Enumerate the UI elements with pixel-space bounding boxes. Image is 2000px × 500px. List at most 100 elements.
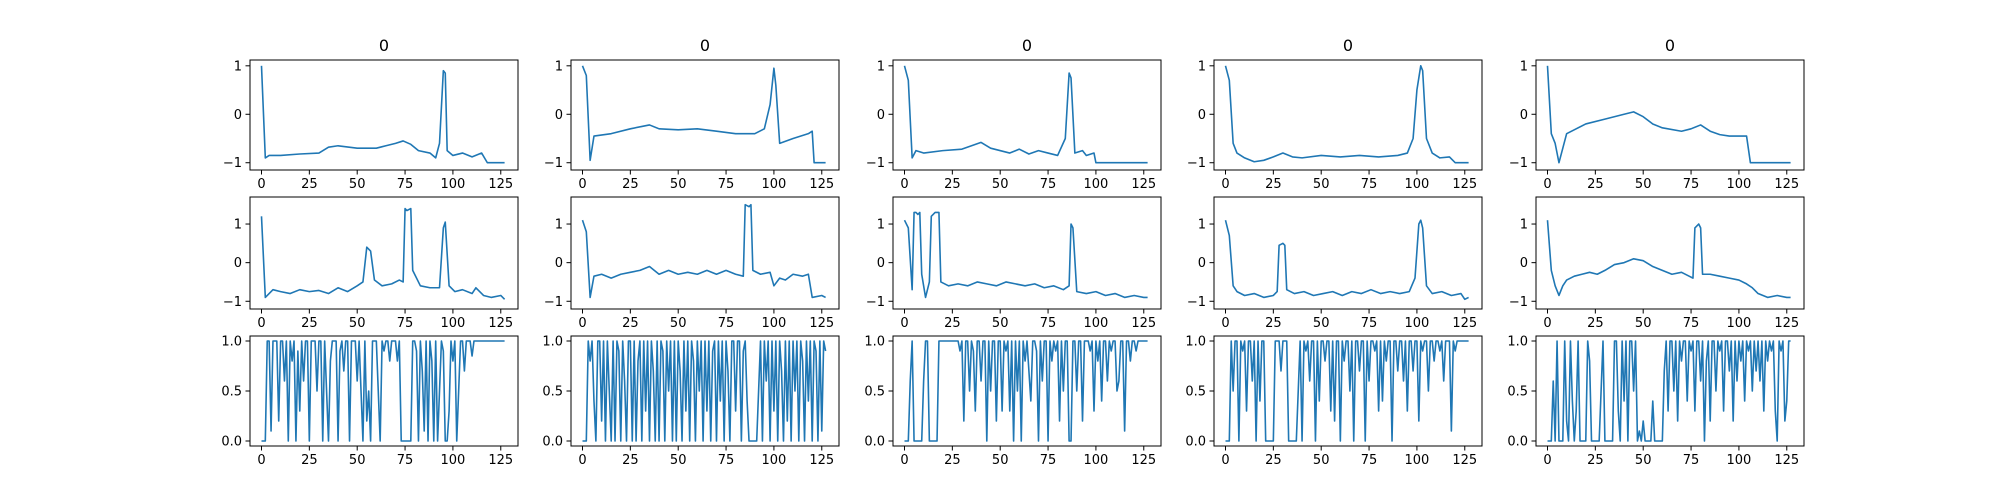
y-tick-label: −1 [866, 295, 885, 310]
series-line [1546, 220, 1791, 299]
axes-frame [1535, 59, 1805, 171]
x-tick-label: 25 [1265, 316, 1282, 331]
y-tick-label: 1 [1520, 59, 1528, 74]
subplot-r2-c1: 0 25 50 75 100 125 0.0 0.5 1.0 [542, 335, 840, 468]
y-tick-label: 0 [1520, 256, 1528, 271]
subplot-title: 0 [1665, 36, 1675, 55]
x-tick-label: 75 [718, 177, 735, 192]
y-tick-label: 1 [877, 218, 885, 233]
x-tick-label: 0 [1221, 177, 1229, 192]
subplot-title: 0 [379, 36, 389, 55]
x-tick-label: 125 [809, 316, 834, 331]
y-tick-label: 1 [555, 59, 563, 74]
subplot-r2-c2: 0 25 50 75 100 125 0.0 0.5 1.0 [864, 335, 1162, 468]
subplot-r1-c3: 0 25 50 75 100 125 −1 0 1 [1187, 196, 1483, 331]
subplot-r0-c1: 0 25 50 75 100 125 −1 0 1 0 [544, 36, 840, 192]
series-line [260, 65, 505, 164]
x-tick-label: 50 [349, 177, 366, 192]
x-tick-label: 100 [441, 177, 466, 192]
y-tick-label: 1.0 [1507, 335, 1528, 350]
x-tick-label: 100 [762, 453, 787, 468]
x-tick-label: 100 [1405, 453, 1430, 468]
subplot-r1-c0: 0 25 50 75 100 125 −1 0 1 [223, 196, 519, 331]
x-tick-label: 50 [349, 453, 366, 468]
x-tick-label: 125 [1452, 316, 1477, 331]
y-tick-label: 1.0 [864, 335, 885, 350]
x-tick-label: 100 [1405, 177, 1430, 192]
x-tick-label: 75 [397, 453, 414, 468]
series-line [581, 203, 826, 299]
x-tick-label: 125 [809, 177, 834, 192]
x-tick-label: 125 [488, 453, 513, 468]
x-tick-label: 0 [1221, 453, 1229, 468]
subplot-r1-c4: 0 25 50 75 100 125 −1 0 1 [1509, 196, 1805, 331]
x-tick-label: 0 [1543, 316, 1551, 331]
x-tick-label: 50 [670, 177, 687, 192]
series-line [260, 207, 506, 300]
subplot-r0-c2: 0 25 50 75 100 125 −1 0 1 0 [866, 36, 1162, 192]
y-tick-label: 0 [877, 256, 885, 271]
subplot-r2-c0: 0 25 50 75 100 125 0.0 0.5 1.0 [221, 335, 519, 468]
x-tick-label: 75 [718, 453, 735, 468]
x-tick-label: 25 [1265, 177, 1282, 192]
y-tick-label: −1 [1187, 156, 1206, 171]
subplot-r2-c3: 0 25 50 75 100 125 0.0 0.5 1.0 [1185, 335, 1483, 468]
y-tick-label: 1.0 [1185, 335, 1206, 350]
y-tick-label: −1 [544, 295, 563, 310]
y-tick-label: 0 [234, 108, 242, 123]
x-tick-label: 100 [441, 453, 466, 468]
y-tick-label: 0.5 [542, 385, 563, 400]
x-tick-label: 0 [257, 316, 265, 331]
series-line [1224, 65, 1469, 164]
x-tick-label: 25 [301, 316, 318, 331]
y-tick-label: 0.0 [1185, 435, 1206, 450]
x-tick-label: 0 [1543, 453, 1551, 468]
y-tick-label: 1 [1520, 218, 1528, 233]
y-tick-label: 0.0 [221, 435, 242, 450]
x-tick-label: 0 [257, 453, 265, 468]
x-tick-label: 0 [900, 316, 908, 331]
x-tick-label: 75 [397, 177, 414, 192]
x-tick-label: 75 [1040, 316, 1057, 331]
axes-frame [892, 196, 1162, 310]
subplot-title: 0 [700, 36, 710, 55]
series-line [1224, 219, 1469, 301]
x-tick-label: 50 [1635, 316, 1652, 331]
y-tick-label: −1 [1187, 295, 1206, 310]
y-tick-label: 0.0 [542, 435, 563, 450]
subplot-title: 0 [1343, 36, 1353, 55]
y-tick-label: 1 [555, 218, 563, 233]
x-tick-label: 125 [1774, 453, 1799, 468]
x-tick-label: 0 [578, 453, 586, 468]
x-tick-label: 75 [1683, 316, 1700, 331]
x-tick-label: 0 [900, 177, 908, 192]
y-tick-label: 0 [234, 256, 242, 271]
x-tick-label: 75 [397, 316, 414, 331]
y-tick-label: 0.0 [1507, 435, 1528, 450]
subplot-r2-c4: 0 25 50 75 100 125 0.0 0.5 1.0 [1507, 335, 1805, 468]
series-line [582, 340, 827, 442]
x-tick-label: 100 [1727, 453, 1752, 468]
x-tick-label: 50 [992, 177, 1009, 192]
series-line [1225, 340, 1469, 442]
x-tick-label: 100 [762, 177, 787, 192]
x-tick-label: 25 [944, 177, 961, 192]
x-tick-label: 75 [718, 316, 735, 331]
x-tick-label: 25 [944, 316, 961, 331]
y-tick-label: 0 [555, 108, 563, 123]
y-tick-label: 0.5 [221, 385, 242, 400]
axes-frame [1213, 59, 1483, 171]
x-tick-label: 75 [1683, 453, 1700, 468]
y-tick-label: −1 [866, 156, 885, 171]
series-line [261, 340, 505, 442]
y-tick-label: 0 [555, 256, 563, 271]
x-tick-label: 25 [1265, 453, 1282, 468]
axes-frame [249, 59, 519, 171]
x-tick-label: 50 [349, 316, 366, 331]
x-tick-label: 50 [992, 453, 1009, 468]
x-tick-label: 125 [1452, 177, 1477, 192]
x-tick-label: 25 [622, 177, 639, 192]
x-tick-label: 125 [1131, 316, 1156, 331]
x-tick-label: 50 [1635, 177, 1652, 192]
